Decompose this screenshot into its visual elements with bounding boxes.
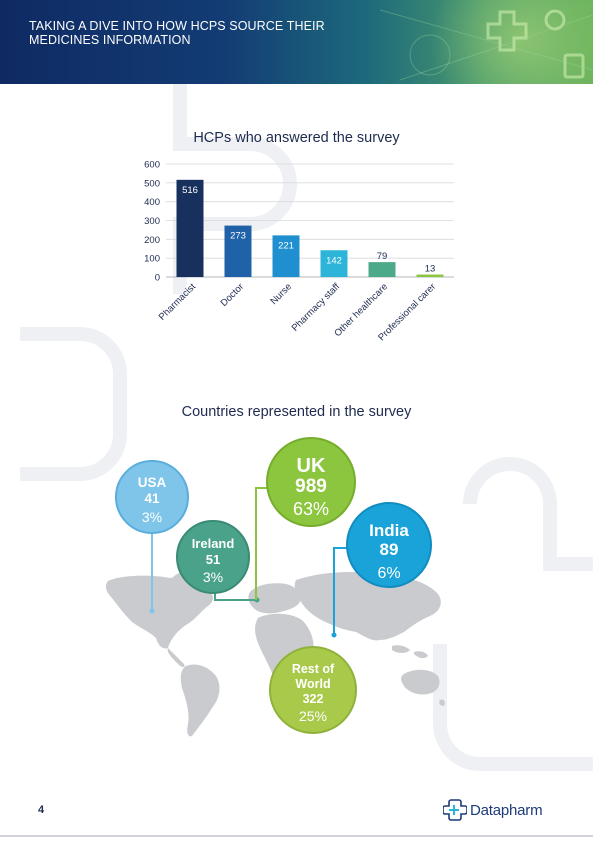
india-connector (333, 547, 348, 634)
uk-name: UK (297, 455, 326, 477)
bubble-usa: USA 41 3% (115, 460, 189, 534)
footer-divider (0, 835, 593, 837)
india-percent: 6% (377, 565, 400, 582)
y-tick-label: 100 (144, 254, 160, 265)
x-tick-label: Nurse (268, 281, 294, 307)
uk-count: 989 (295, 476, 327, 497)
bar-value-label: 273 (230, 231, 246, 242)
hcp-bar-chart: 0 100 200 300 400 500 600 516 273 221 142 79 13 Pha… (144, 160, 454, 343)
ireland-percent: 3% (203, 569, 223, 585)
bar-value-label: 221 (278, 240, 294, 251)
uk-connector (255, 487, 268, 600)
bar-pharmacy-staff (320, 250, 348, 277)
bar-professional-carer (416, 274, 444, 277)
bar-value-label: 516 (182, 185, 198, 196)
y-tick-label: 200 (144, 235, 160, 246)
x-tick-label: Pharmacist (157, 281, 199, 323)
row-name-line2: World (295, 677, 330, 691)
countries-title: Countries represented in the survey (181, 404, 412, 420)
bar-value-label: 142 (326, 255, 342, 266)
y-tick-label: 300 (144, 216, 160, 227)
background-decoration (20, 84, 593, 771)
y-tick-label: 400 (144, 197, 160, 208)
row-count: 322 (303, 692, 324, 706)
bar-other-healthcare (368, 262, 396, 277)
bar-chart-title: HCPs who answered the survey (193, 130, 400, 146)
bar-value-label: 79 (377, 251, 388, 262)
row-percent: 25% (299, 708, 327, 724)
page-header-title: TAKING A DIVE INTO HOW HCPS SOURCE THEIR… (29, 19, 325, 47)
header-banner: TAKING A DIVE INTO HOW HCPS SOURCE THEIR… (0, 0, 593, 84)
y-tick-label: 0 (155, 273, 160, 284)
cross-logo-icon (443, 799, 467, 821)
uk-percent: 63% (293, 499, 329, 519)
banner-decoration (379, 0, 593, 84)
y-tick-label: 500 (144, 178, 160, 189)
bar-nurse (272, 235, 300, 277)
bubble-ireland: Ireland 51 3% (176, 520, 250, 594)
bubble-india: India 89 6% (346, 502, 432, 588)
india-name: India (369, 521, 409, 540)
page-number: 4 (38, 804, 45, 816)
usa-count: 41 (144, 491, 160, 506)
ireland-name: Ireland (192, 536, 235, 551)
usa-name: USA (138, 475, 167, 490)
countries-map-infographic: USA 41 3% Ireland 51 3% UK 989 63% India… (105, 437, 445, 737)
ireland-count: 51 (206, 552, 220, 567)
bubble-rest-of-world: Rest of World 322 25% (269, 646, 357, 734)
logo-text: Datapharm (470, 801, 543, 819)
row-name-line1: Rest of (292, 662, 335, 676)
bar-doctor (224, 225, 252, 277)
datapharm-logo: Datapharm (443, 798, 543, 822)
usa-percent: 3% (142, 509, 162, 525)
x-tick-label: Pharmacy staff (290, 281, 343, 334)
bar-value-label: 13 (425, 264, 436, 275)
bubble-uk: UK 989 63% (266, 437, 356, 527)
bar-pharmacist (176, 179, 204, 277)
india-count: 89 (380, 540, 399, 559)
x-tick-label: Doctor (219, 281, 247, 309)
y-tick-label: 600 (144, 160, 160, 171)
